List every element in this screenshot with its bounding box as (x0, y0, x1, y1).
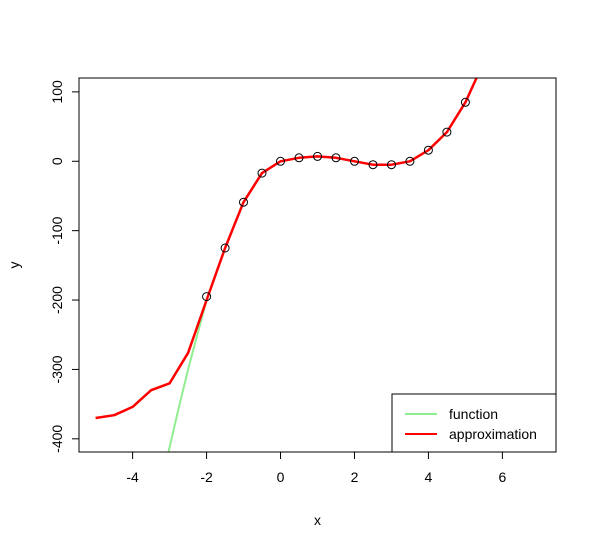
y-tick-label: 100 (49, 80, 65, 104)
y-axis: -400 -300 -200 -100 0 100 (49, 80, 79, 453)
x-tick-label: -4 (126, 469, 139, 485)
x-tick-label: 6 (498, 469, 506, 485)
x-axis: -4 -2 0 2 4 6 (126, 452, 506, 485)
legend-box (392, 394, 556, 452)
y-tick-label: -200 (49, 286, 65, 314)
x-axis-title: x (314, 512, 321, 528)
legend-label-function: function (449, 406, 498, 422)
y-tick-label: 0 (49, 157, 65, 165)
x-tick-label: 0 (277, 469, 285, 485)
legend: function approximation (392, 394, 556, 452)
x-tick-label: 2 (351, 469, 359, 485)
y-tick-label: -300 (49, 355, 65, 383)
x-tick-label: 4 (425, 469, 433, 485)
y-tick-label: -400 (49, 425, 65, 453)
series-line-approximation (96, 78, 477, 418)
legend-label-approximation: approximation (449, 426, 537, 442)
x-tick-label: -2 (200, 469, 213, 485)
y-axis-title: y (6, 262, 22, 269)
y-tick-label: -100 (49, 216, 65, 244)
